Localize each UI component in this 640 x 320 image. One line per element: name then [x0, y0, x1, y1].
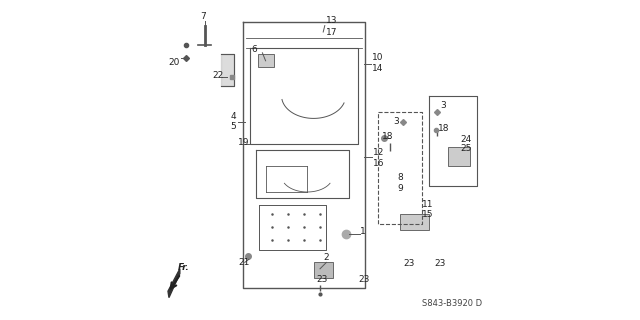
Text: 3: 3 [440, 101, 445, 110]
Text: 4: 4 [230, 112, 236, 121]
Text: 20: 20 [168, 58, 179, 67]
Text: 24: 24 [461, 135, 472, 144]
Text: 6: 6 [251, 45, 257, 54]
Text: 2: 2 [323, 253, 329, 262]
Text: 13: 13 [326, 16, 337, 25]
Text: 23: 23 [403, 260, 415, 268]
Text: 16: 16 [372, 159, 384, 168]
Text: 23: 23 [358, 276, 370, 284]
Text: 14: 14 [372, 64, 383, 73]
Text: 5: 5 [230, 122, 236, 131]
Text: 19: 19 [239, 138, 250, 147]
Text: 22: 22 [212, 71, 224, 80]
Text: 25: 25 [461, 144, 472, 153]
Text: 1: 1 [360, 228, 366, 236]
Bar [314, 262, 333, 278]
Text: 7: 7 [200, 12, 206, 20]
Text: 3: 3 [394, 117, 399, 126]
Text: 8: 8 [397, 173, 403, 182]
Text: 17: 17 [326, 28, 337, 36]
Text: 10: 10 [372, 53, 383, 62]
Text: 18: 18 [383, 132, 394, 140]
Bar [258, 54, 274, 67]
Text: 21: 21 [239, 258, 250, 267]
Text: 9: 9 [397, 184, 403, 193]
Bar [400, 214, 429, 230]
Text: S843-B3920 D: S843-B3920 D [422, 300, 483, 308]
Text: 11: 11 [422, 200, 434, 209]
Text: 12: 12 [372, 148, 384, 156]
Text: 18: 18 [438, 124, 450, 132]
Text: 23: 23 [317, 276, 328, 284]
Bar [448, 147, 470, 166]
Text: 15: 15 [422, 210, 434, 219]
Text: Fr.: Fr. [178, 263, 189, 272]
Polygon shape [221, 54, 234, 86]
Text: 23: 23 [435, 260, 446, 268]
Polygon shape [168, 269, 180, 298]
